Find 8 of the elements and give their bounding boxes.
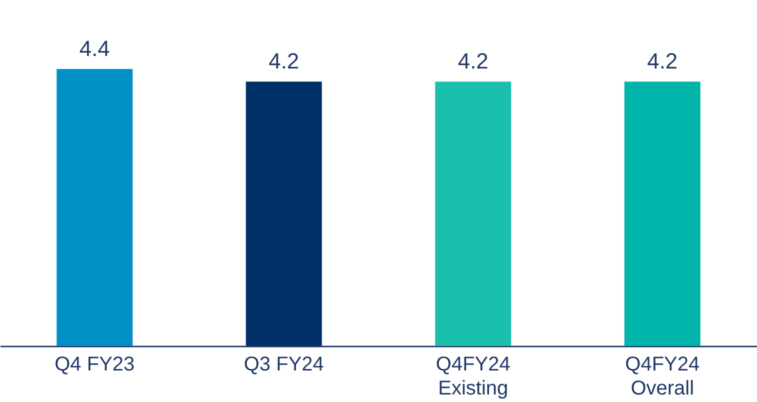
x-tick-label: Q4 FY23: [54, 354, 135, 376]
data-label: 4.4: [79, 36, 110, 61]
x-tick-label: Q4FY24 Existing: [436, 354, 510, 400]
x-tick-label: Q3 FY24: [244, 354, 324, 376]
data-label: 4.2: [458, 48, 488, 74]
data-label: 4.2: [268, 48, 300, 74]
x-tick-label: Q4FY24 Overall: [625, 354, 700, 400]
data-label: 4.2: [647, 48, 678, 74]
